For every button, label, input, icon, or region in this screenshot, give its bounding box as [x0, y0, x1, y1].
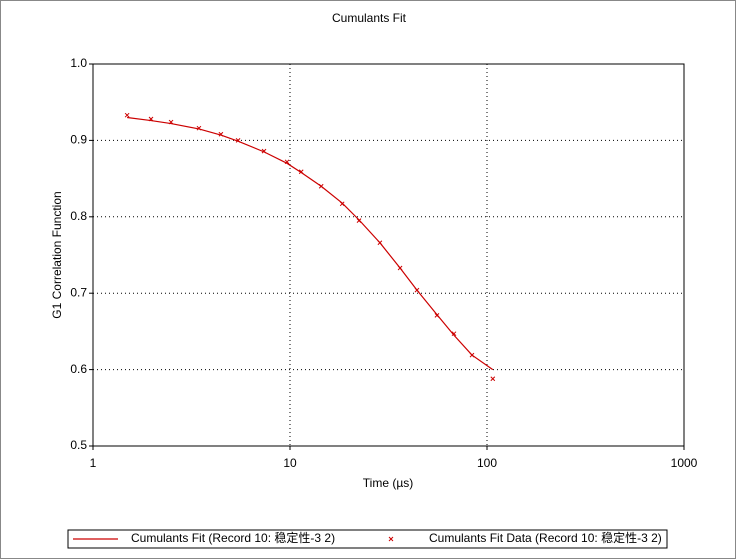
data-point — [261, 148, 267, 154]
data-point — [298, 169, 304, 175]
y-tick-label: 0.5 — [70, 438, 87, 452]
y-axis-label: G1 Correlation Function — [50, 191, 64, 318]
data-point — [218, 131, 224, 137]
x-axis-label: Time (µs) — [363, 476, 413, 490]
data-point — [148, 116, 154, 122]
data-point — [339, 201, 345, 207]
data-point — [356, 218, 362, 223]
data-point — [434, 313, 440, 318]
data-point — [318, 183, 324, 189]
data-point — [124, 112, 130, 118]
x-tick-label: 1 — [90, 456, 97, 470]
data-point — [469, 352, 475, 358]
y-tick-label: 0.7 — [70, 285, 87, 299]
data-point — [414, 287, 420, 293]
y-tick-label: 0.6 — [70, 362, 87, 376]
y-tick-label: 0.9 — [70, 133, 87, 147]
data-point — [235, 138, 241, 143]
x-tick-label: 1000 — [671, 456, 698, 470]
legend-swatch — [388, 536, 394, 542]
data-point — [377, 240, 383, 246]
chart-title: Cumulants Fit — [332, 11, 407, 25]
legend — [67, 529, 668, 549]
data-point — [490, 376, 496, 382]
plot-area — [92, 63, 685, 447]
data-point — [284, 159, 290, 165]
x-tick-label: 10 — [283, 456, 297, 470]
data-point — [397, 265, 403, 271]
data-point — [451, 331, 457, 337]
legend-label: Cumulants Fit Data (Record 10: 稳定性-3 2) — [429, 530, 662, 545]
y-tick-label: 0.8 — [70, 209, 87, 223]
y-tick-label: 1.0 — [70, 56, 87, 70]
legend-label: Cumulants Fit (Record 10: 稳定性-3 2) — [131, 530, 335, 545]
data-point — [196, 125, 202, 131]
data-point — [168, 119, 174, 125]
x-tick-label: 100 — [477, 456, 497, 470]
